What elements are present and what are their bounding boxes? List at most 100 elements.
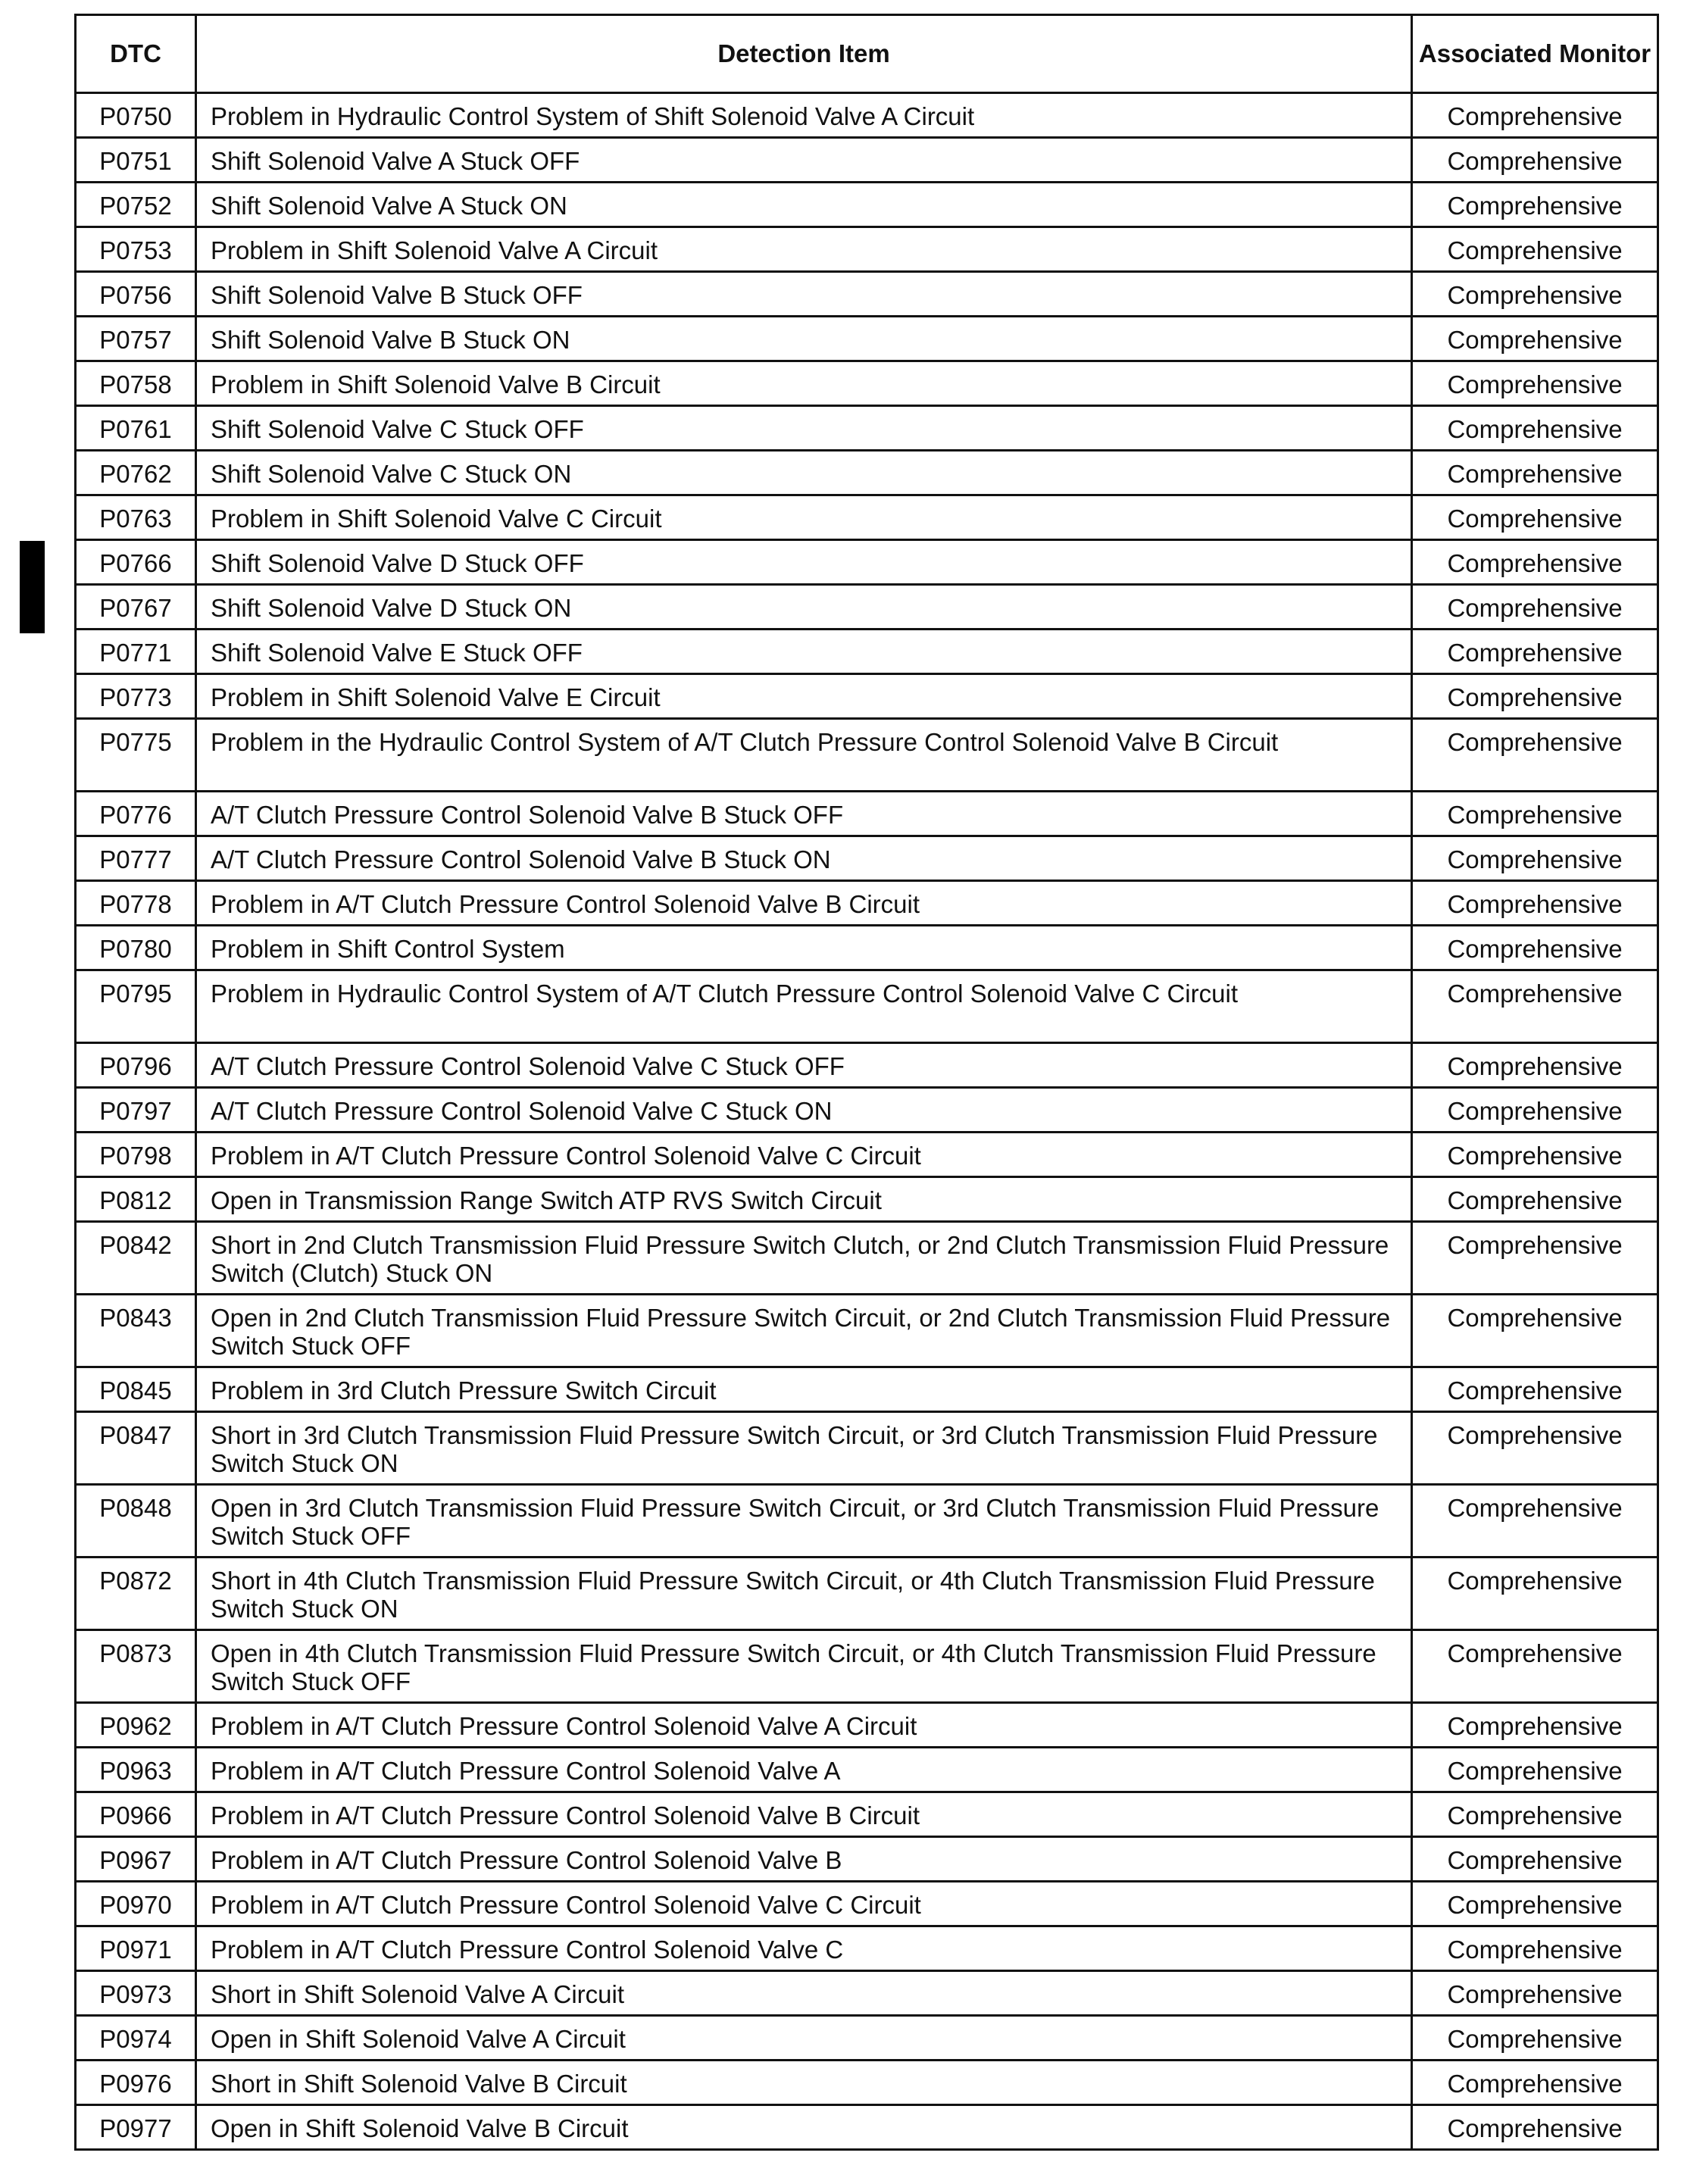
- dtc-code: P0766: [74, 539, 197, 586]
- dtc-code: P0977: [74, 2104, 197, 2151]
- associated-monitor: Comprehensive: [1411, 1411, 1659, 1486]
- detection-item: Problem in Hydraulic Control System of A…: [195, 969, 1413, 1044]
- table-row: P0971 Problem in A/T Clutch Pressure Cont…: [74, 1925, 1659, 1972]
- table-row: P0773 Problem in Shift Solenoid Valve E C…: [74, 673, 1659, 720]
- dtc-code: P0762: [74, 449, 197, 496]
- associated-monitor: Comprehensive: [1411, 539, 1659, 586]
- detection-item: A/T Clutch Pressure Control Solenoid Val…: [195, 790, 1413, 837]
- associated-monitor: Comprehensive: [1411, 1970, 1659, 2017]
- associated-monitor: Comprehensive: [1411, 1293, 1659, 1368]
- associated-monitor: Comprehensive: [1411, 2104, 1659, 2151]
- associated-monitor: Comprehensive: [1411, 1701, 1659, 1748]
- detection-item: Problem in 3rd Clutch Pressure Switch Ci…: [195, 1366, 1413, 1413]
- associated-monitor: Comprehensive: [1411, 1836, 1659, 1882]
- table-row: P0751 Shift Solenoid Valve A Stuck OFF Com…: [74, 136, 1659, 183]
- detection-item: Problem in A/T Clutch Pressure Control S…: [195, 1880, 1413, 1927]
- detection-item: Problem in Shift Solenoid Valve C Circui…: [195, 494, 1413, 541]
- dtc-code: P0767: [74, 583, 197, 630]
- dtc-code: P0756: [74, 270, 197, 317]
- table-row: P0767 Shift Solenoid Valve D Stuck ON Comp…: [74, 583, 1659, 630]
- dtc-code: P0843: [74, 1293, 197, 1368]
- table-row: P0977 Open in Shift Solenoid Valve B Circ…: [74, 2104, 1659, 2151]
- dtc-code: P0776: [74, 790, 197, 837]
- header-dtc: DTC: [74, 14, 197, 94]
- table-row: P0872 Short in 4th Clutch Transmission Fl…: [74, 1556, 1659, 1631]
- header-detection-item: Detection Item: [195, 14, 1413, 94]
- dtc-code: P0812: [74, 1176, 197, 1223]
- dtc-code: P0974: [74, 2014, 197, 2061]
- associated-monitor: Comprehensive: [1411, 835, 1659, 882]
- detection-item: Shift Solenoid Valve C Stuck OFF: [195, 405, 1413, 451]
- table-row: P0766 Shift Solenoid Valve D Stuck OFF Com…: [74, 539, 1659, 586]
- dtc-code: P0872: [74, 1556, 197, 1631]
- table-row: P0797 A/T Clutch Pressure Control Solenoi…: [74, 1086, 1659, 1133]
- detection-item: Problem in A/T Clutch Pressure Control S…: [195, 1791, 1413, 1838]
- dtc-code: P0773: [74, 673, 197, 720]
- table-row: P0812 Open in Transmission Range Switch A…: [74, 1176, 1659, 1223]
- dtc-code: P0757: [74, 315, 197, 362]
- associated-monitor: Comprehensive: [1411, 1791, 1659, 1838]
- table-row: P0974 Open in Shift Solenoid Valve A Circ…: [74, 2014, 1659, 2061]
- associated-monitor: Comprehensive: [1411, 2014, 1659, 2061]
- table-row: P0757 Shift Solenoid Valve B Stuck ON Comp…: [74, 315, 1659, 362]
- table-body: P0750 Problem in Hydraulic Control System…: [74, 92, 1659, 2151]
- table-row: P0762 Shift Solenoid Valve C Stuck ON Comp…: [74, 449, 1659, 496]
- table-row: P0966 Problem in A/T Clutch Pressure Cont…: [74, 1791, 1659, 1838]
- dtc-code: P0970: [74, 1880, 197, 1927]
- associated-monitor: Comprehensive: [1411, 405, 1659, 451]
- dtc-code: P0771: [74, 628, 197, 675]
- detection-item: Shift Solenoid Valve A Stuck ON: [195, 181, 1413, 228]
- dtc-code: P0966: [74, 1791, 197, 1838]
- table-row: P0750 Problem in Hydraulic Control System…: [74, 92, 1659, 139]
- associated-monitor: Comprehensive: [1411, 1746, 1659, 1793]
- associated-monitor: Comprehensive: [1411, 880, 1659, 926]
- detection-item: Short in 2nd Clutch Transmission Fluid P…: [195, 1220, 1413, 1295]
- associated-monitor: Comprehensive: [1411, 1131, 1659, 1178]
- associated-monitor: Comprehensive: [1411, 790, 1659, 837]
- dtc-code: P0795: [74, 969, 197, 1044]
- associated-monitor: Comprehensive: [1411, 1176, 1659, 1223]
- detection-item: Short in 4th Clutch Transmission Fluid P…: [195, 1556, 1413, 1631]
- associated-monitor: Comprehensive: [1411, 360, 1659, 407]
- associated-monitor: Comprehensive: [1411, 1483, 1659, 1558]
- table-row: P0973 Short in Shift Solenoid Valve A Cir…: [74, 1970, 1659, 2017]
- detection-item: A/T Clutch Pressure Control Solenoid Val…: [195, 835, 1413, 882]
- table-row: P0963 Problem in A/T Clutch Pressure Cont…: [74, 1746, 1659, 1793]
- table-row: P0845 Problem in 3rd Clutch Pressure Swit…: [74, 1366, 1659, 1413]
- table-row: P0763 Problem in Shift Solenoid Valve C C…: [74, 494, 1659, 541]
- table-row: P0842 Short in 2nd Clutch Transmission Fl…: [74, 1220, 1659, 1295]
- table-row: P0843 Open in 2nd Clutch Transmission Flu…: [74, 1293, 1659, 1368]
- table-row: P0756 Shift Solenoid Valve B Stuck OFF Com…: [74, 270, 1659, 317]
- detection-item: Open in Shift Solenoid Valve A Circuit: [195, 2014, 1413, 2061]
- table-row: P0967 Problem in A/T Clutch Pressure Cont…: [74, 1836, 1659, 1882]
- associated-monitor: Comprehensive: [1411, 1629, 1659, 1704]
- detection-item: Shift Solenoid Valve B Stuck OFF: [195, 270, 1413, 317]
- dtc-code: P0798: [74, 1131, 197, 1178]
- detection-item: Problem in A/T Clutch Pressure Control S…: [195, 1925, 1413, 1972]
- detection-item: Short in Shift Solenoid Valve A Circuit: [195, 1970, 1413, 2017]
- associated-monitor: Comprehensive: [1411, 136, 1659, 183]
- detection-item: Open in Shift Solenoid Valve B Circuit: [195, 2104, 1413, 2151]
- detection-item: Open in Transmission Range Switch ATP RV…: [195, 1176, 1413, 1223]
- detection-item: Short in 3rd Clutch Transmission Fluid P…: [195, 1411, 1413, 1486]
- dtc-code: P0763: [74, 494, 197, 541]
- detection-item: Problem in Shift Solenoid Valve B Circui…: [195, 360, 1413, 407]
- dtc-code: P0758: [74, 360, 197, 407]
- table-row: P0795 Problem in Hydraulic Control System…: [74, 969, 1659, 1044]
- dtc-code: P0873: [74, 1629, 197, 1704]
- detection-item: Open in 4th Clutch Transmission Fluid Pr…: [195, 1629, 1413, 1704]
- table-row: P0847 Short in 3rd Clutch Transmission Fl…: [74, 1411, 1659, 1486]
- dtc-code: P0752: [74, 181, 197, 228]
- dtc-code: P0750: [74, 92, 197, 139]
- detection-item: Problem in A/T Clutch Pressure Control S…: [195, 1131, 1413, 1178]
- associated-monitor: Comprehensive: [1411, 1220, 1659, 1295]
- detection-item: A/T Clutch Pressure Control Solenoid Val…: [195, 1086, 1413, 1133]
- table-row: P0780 Problem in Shift Control System Comp…: [74, 924, 1659, 971]
- detection-item: A/T Clutch Pressure Control Solenoid Val…: [195, 1042, 1413, 1089]
- table-row: P0970 Problem in A/T Clutch Pressure Cont…: [74, 1880, 1659, 1927]
- associated-monitor: Comprehensive: [1411, 1042, 1659, 1089]
- dtc-code: P0775: [74, 717, 197, 792]
- dtc-code: P0971: [74, 1925, 197, 1972]
- table-row: P0775 Problem in the Hydraulic Control Sy…: [74, 717, 1659, 792]
- dtc-code: P0847: [74, 1411, 197, 1486]
